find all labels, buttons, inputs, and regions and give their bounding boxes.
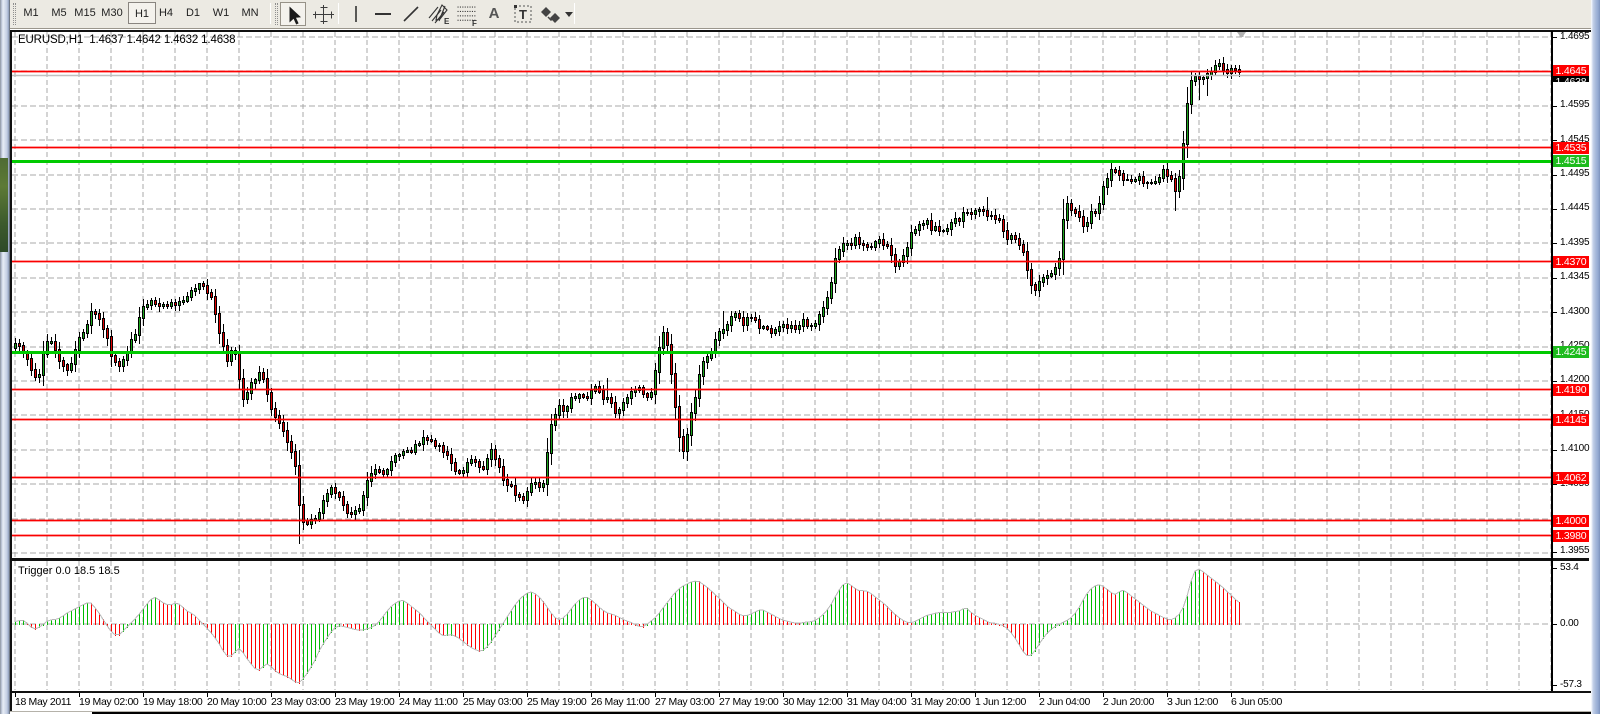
svg-text:E: E bbox=[444, 17, 450, 26]
svg-text:T: T bbox=[519, 7, 527, 22]
svg-text:F: F bbox=[472, 19, 477, 28]
